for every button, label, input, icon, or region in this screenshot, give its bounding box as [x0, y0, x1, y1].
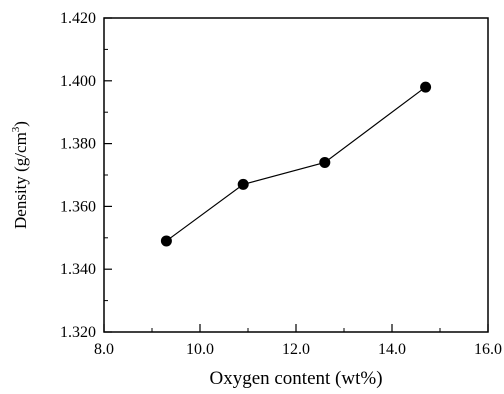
x-axis-label: Oxygen content (wt%): [209, 368, 382, 389]
y-tick-label: 1.320: [60, 324, 96, 341]
data-point: [319, 156, 331, 168]
y-tick-label: 1.380: [60, 136, 96, 153]
x-tick-label: 10.0: [186, 341, 214, 358]
series-layer: [160, 81, 432, 247]
data-point: [237, 178, 249, 190]
x-tick-label: 16.0: [474, 341, 502, 358]
x-tick-label: 14.0: [378, 341, 406, 358]
y-axis-label-main: Density (g/cm: [11, 132, 30, 229]
x-tick-label: 12.0: [282, 341, 310, 358]
ticks-layer: 8.0 10.0 12.0 14.0 16.0 1.320 1.340 1.360 1.380 1…: [60, 10, 502, 358]
y-axis-label: Density (g/cm3): [10, 121, 30, 229]
plot-frame: [103, 17, 489, 333]
data-point: [160, 235, 172, 247]
series-line: [166, 86, 426, 242]
y-tick-label: 1.360: [60, 198, 96, 215]
y-tick-label: 1.340: [60, 261, 96, 278]
data-point: [420, 81, 432, 93]
y-axis-label-close: ): [11, 121, 30, 127]
y-axis-label-superscript: 3: [10, 126, 22, 132]
y-tick-label: 1.420: [60, 10, 96, 27]
x-tick-label: 8.0: [94, 341, 114, 358]
y-tick-label: 1.400: [60, 73, 96, 90]
